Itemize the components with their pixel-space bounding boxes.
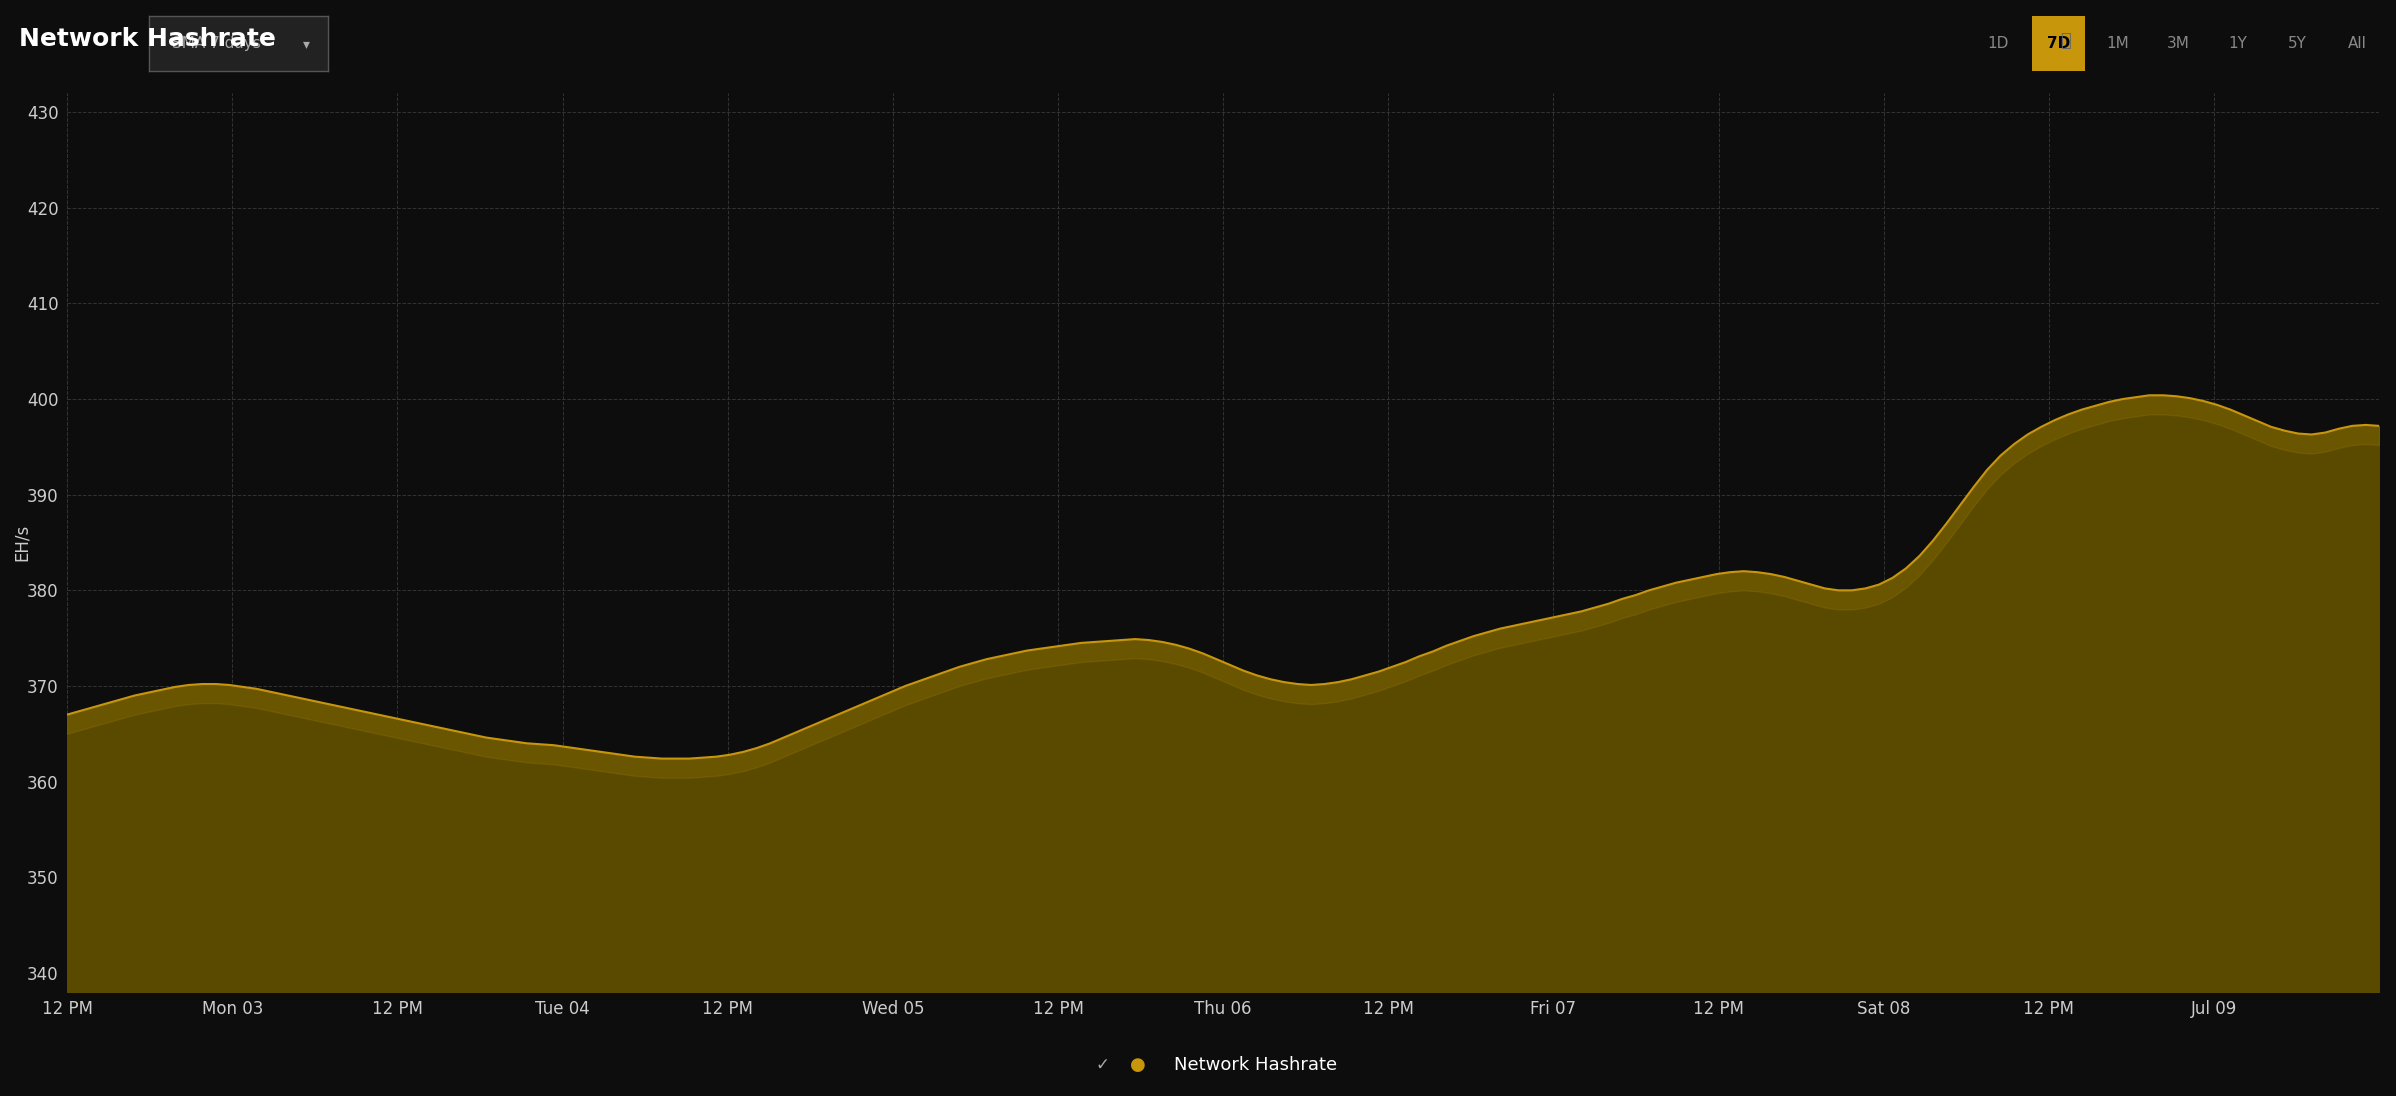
Text: ▾: ▾	[304, 37, 309, 50]
Text: Network Hashrate: Network Hashrate	[19, 27, 276, 52]
Text: 7D: 7D	[2046, 36, 2070, 52]
Text: ✓: ✓	[1095, 1057, 1109, 1074]
Text: All: All	[2348, 36, 2367, 52]
Text: 1M: 1M	[2106, 36, 2130, 52]
Text: Network Hashrate: Network Hashrate	[1174, 1057, 1337, 1074]
Text: ●: ●	[1131, 1057, 1145, 1074]
Text: SMA 7 days: SMA 7 days	[173, 36, 261, 52]
Text: 5Y: 5Y	[2288, 36, 2307, 52]
Text: 1Y: 1Y	[2228, 36, 2247, 52]
Text: 1D: 1D	[1989, 36, 2008, 52]
Text: 3M: 3M	[2166, 36, 2190, 52]
Y-axis label: EH/s: EH/s	[12, 524, 31, 561]
Text: ⛶: ⛶	[2061, 32, 2070, 49]
